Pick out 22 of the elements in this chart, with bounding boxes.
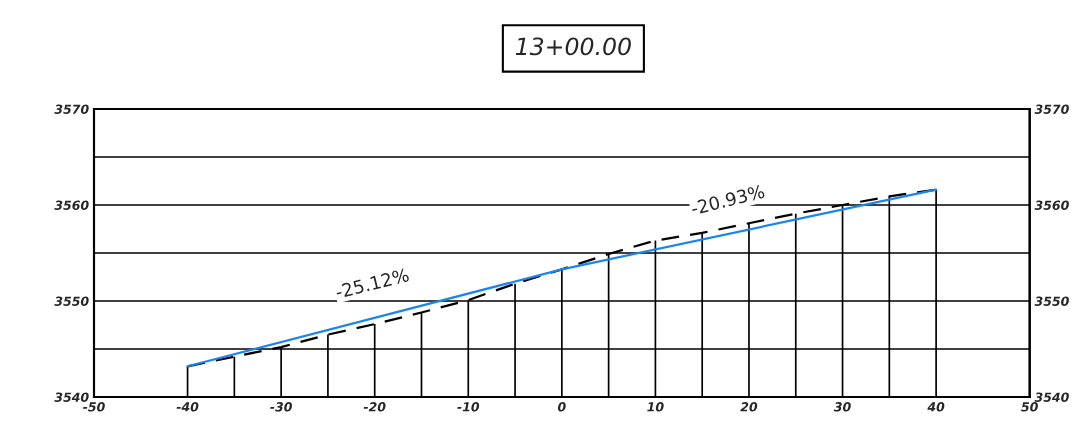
y2-tick-label: 3570 xyxy=(1034,104,1069,114)
y-tick-label: 3570 xyxy=(54,104,89,114)
y-tick-label: 3560 xyxy=(54,200,89,210)
x-tick-label: 40 xyxy=(927,402,945,412)
annotation: -20.93% xyxy=(690,184,766,216)
x-tick-label: 0 xyxy=(557,402,566,412)
x-tick-label: 50 xyxy=(1021,402,1038,412)
y2-tick-label: 3550 xyxy=(1034,296,1069,306)
x-tick-label: 30 xyxy=(833,402,851,412)
chart-title: 13+00.00 xyxy=(515,37,631,56)
x-tick-label: -50 xyxy=(83,402,105,412)
x-tick-label: -40 xyxy=(176,402,199,412)
y2-tick-label: 3540 xyxy=(1034,392,1069,402)
y2-tick-label: 3560 xyxy=(1034,200,1069,210)
y-tick-label: 3540 xyxy=(54,392,89,402)
y-tick-label: 3550 xyxy=(54,296,89,306)
x-tick-label: 20 xyxy=(740,402,758,412)
annotation: -25.12% xyxy=(334,267,410,299)
x-tick-label: 10 xyxy=(647,402,664,412)
x-tick-label: -10 xyxy=(457,402,480,412)
x-tick-label: -30 xyxy=(270,402,292,412)
x-tick-label: -20 xyxy=(363,402,386,412)
